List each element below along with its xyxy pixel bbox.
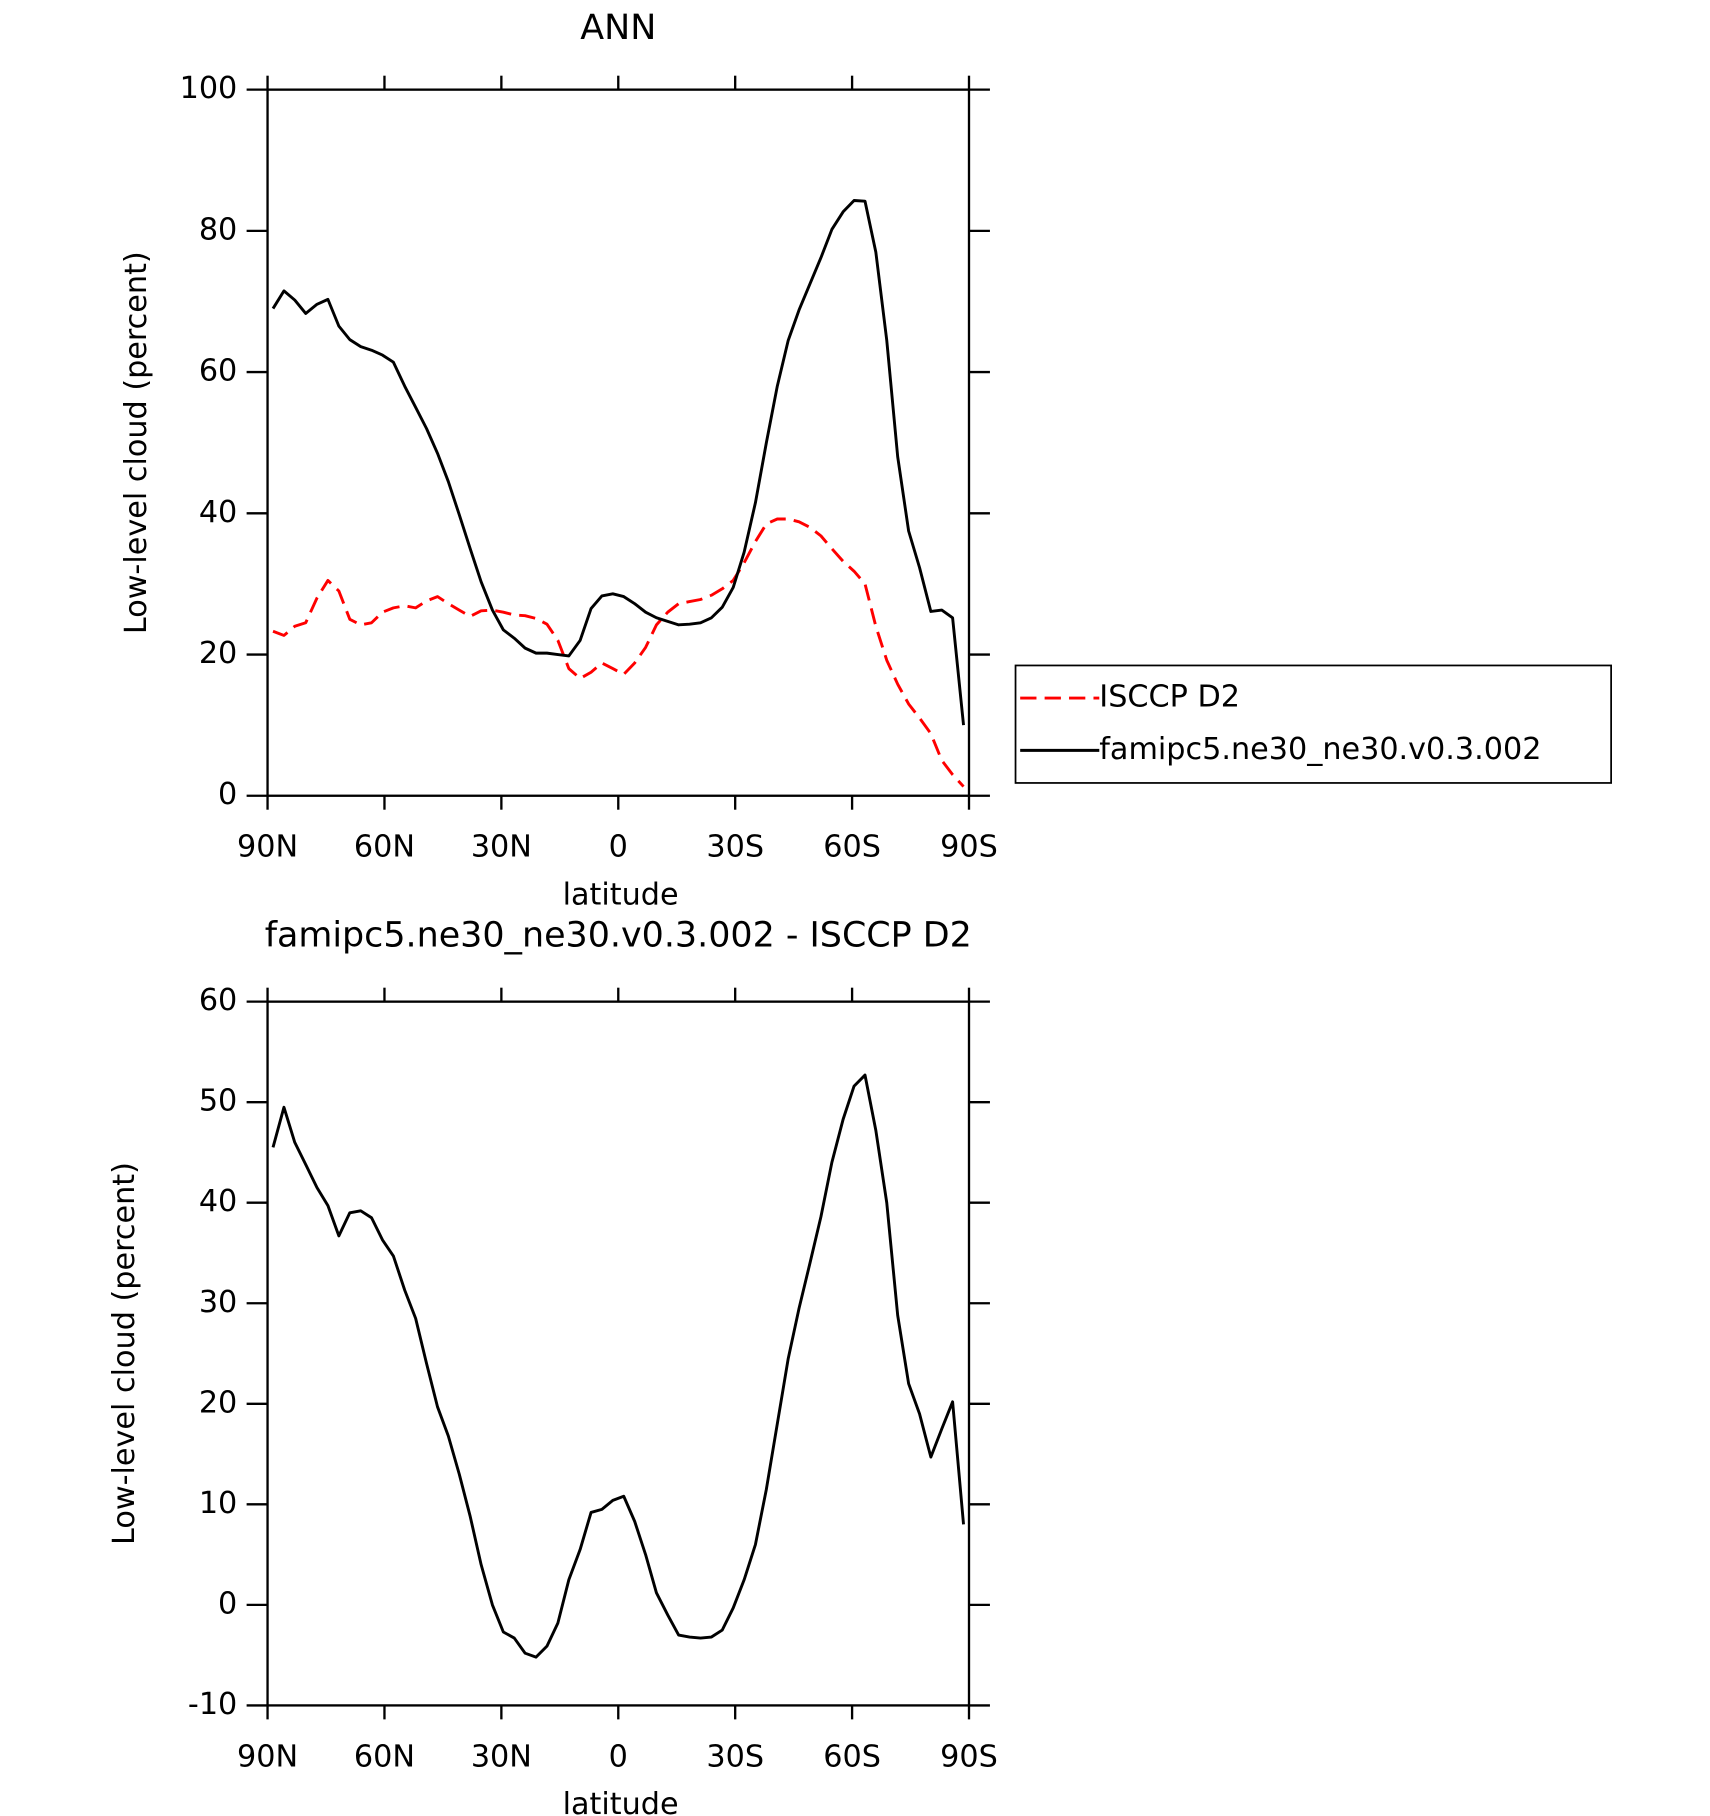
legend-label: famipc5.ne30_ne30.v0.3.002 (1099, 732, 1541, 767)
x-tick-label: 60S (823, 830, 881, 865)
x-tick-label: 90N (237, 1739, 298, 1774)
x-tick-label: 30S (706, 1739, 764, 1774)
y-tick-label: 0 (218, 1586, 237, 1621)
x-tick-label: 60N (354, 1739, 415, 1774)
x-tick-label: 90S (940, 830, 998, 865)
y-tick-label: 60 (199, 983, 237, 1018)
y-axis-label: Low-level cloud (percent) (107, 1162, 142, 1545)
x-tick-label: 90S (940, 1739, 998, 1774)
data-line (272, 517, 965, 788)
data-line (271, 199, 965, 726)
data-line (271, 1073, 965, 1659)
y-tick-label: 50 (199, 1084, 237, 1119)
legend-label: ISCCP D2 (1099, 680, 1240, 715)
chart-title: famipc5.ne30_ne30.v0.3.002 - ISCCP D2 (265, 916, 972, 956)
x-tick-label: 30N (471, 1739, 532, 1774)
x-tick-label: 90N (237, 830, 298, 865)
plot-frame (266, 88, 971, 797)
y-tick-label: 60 (199, 354, 237, 389)
y-tick-label: 30 (199, 1285, 237, 1320)
x-tick-label: 30N (471, 830, 532, 865)
y-tick-label: 20 (199, 1385, 237, 1420)
chart-title: ANN (580, 8, 656, 48)
y-tick-label: 10 (199, 1486, 237, 1521)
x-tick-label: 0 (609, 830, 628, 865)
x-axis-label: latitude (563, 877, 679, 912)
y-tick-label: 100 (180, 71, 238, 106)
x-tick-label: 0 (609, 1739, 628, 1774)
y-axis-label: Low-level cloud (percent) (119, 251, 154, 634)
plot-frame (266, 1000, 971, 1707)
y-tick-label: 40 (199, 1184, 237, 1219)
y-tick-label: 80 (199, 212, 237, 247)
y-tick-label: -10 (188, 1687, 237, 1722)
y-tick-label: 0 (218, 777, 237, 812)
x-tick-label: 60S (823, 1739, 881, 1774)
x-tick-label: 60N (354, 830, 415, 865)
x-tick-label: 30S (706, 830, 764, 865)
legend-box (1014, 664, 1612, 784)
y-tick-label: 40 (199, 495, 237, 530)
y-tick-label: 20 (199, 636, 237, 671)
x-axis-label: latitude (563, 1787, 679, 1816)
